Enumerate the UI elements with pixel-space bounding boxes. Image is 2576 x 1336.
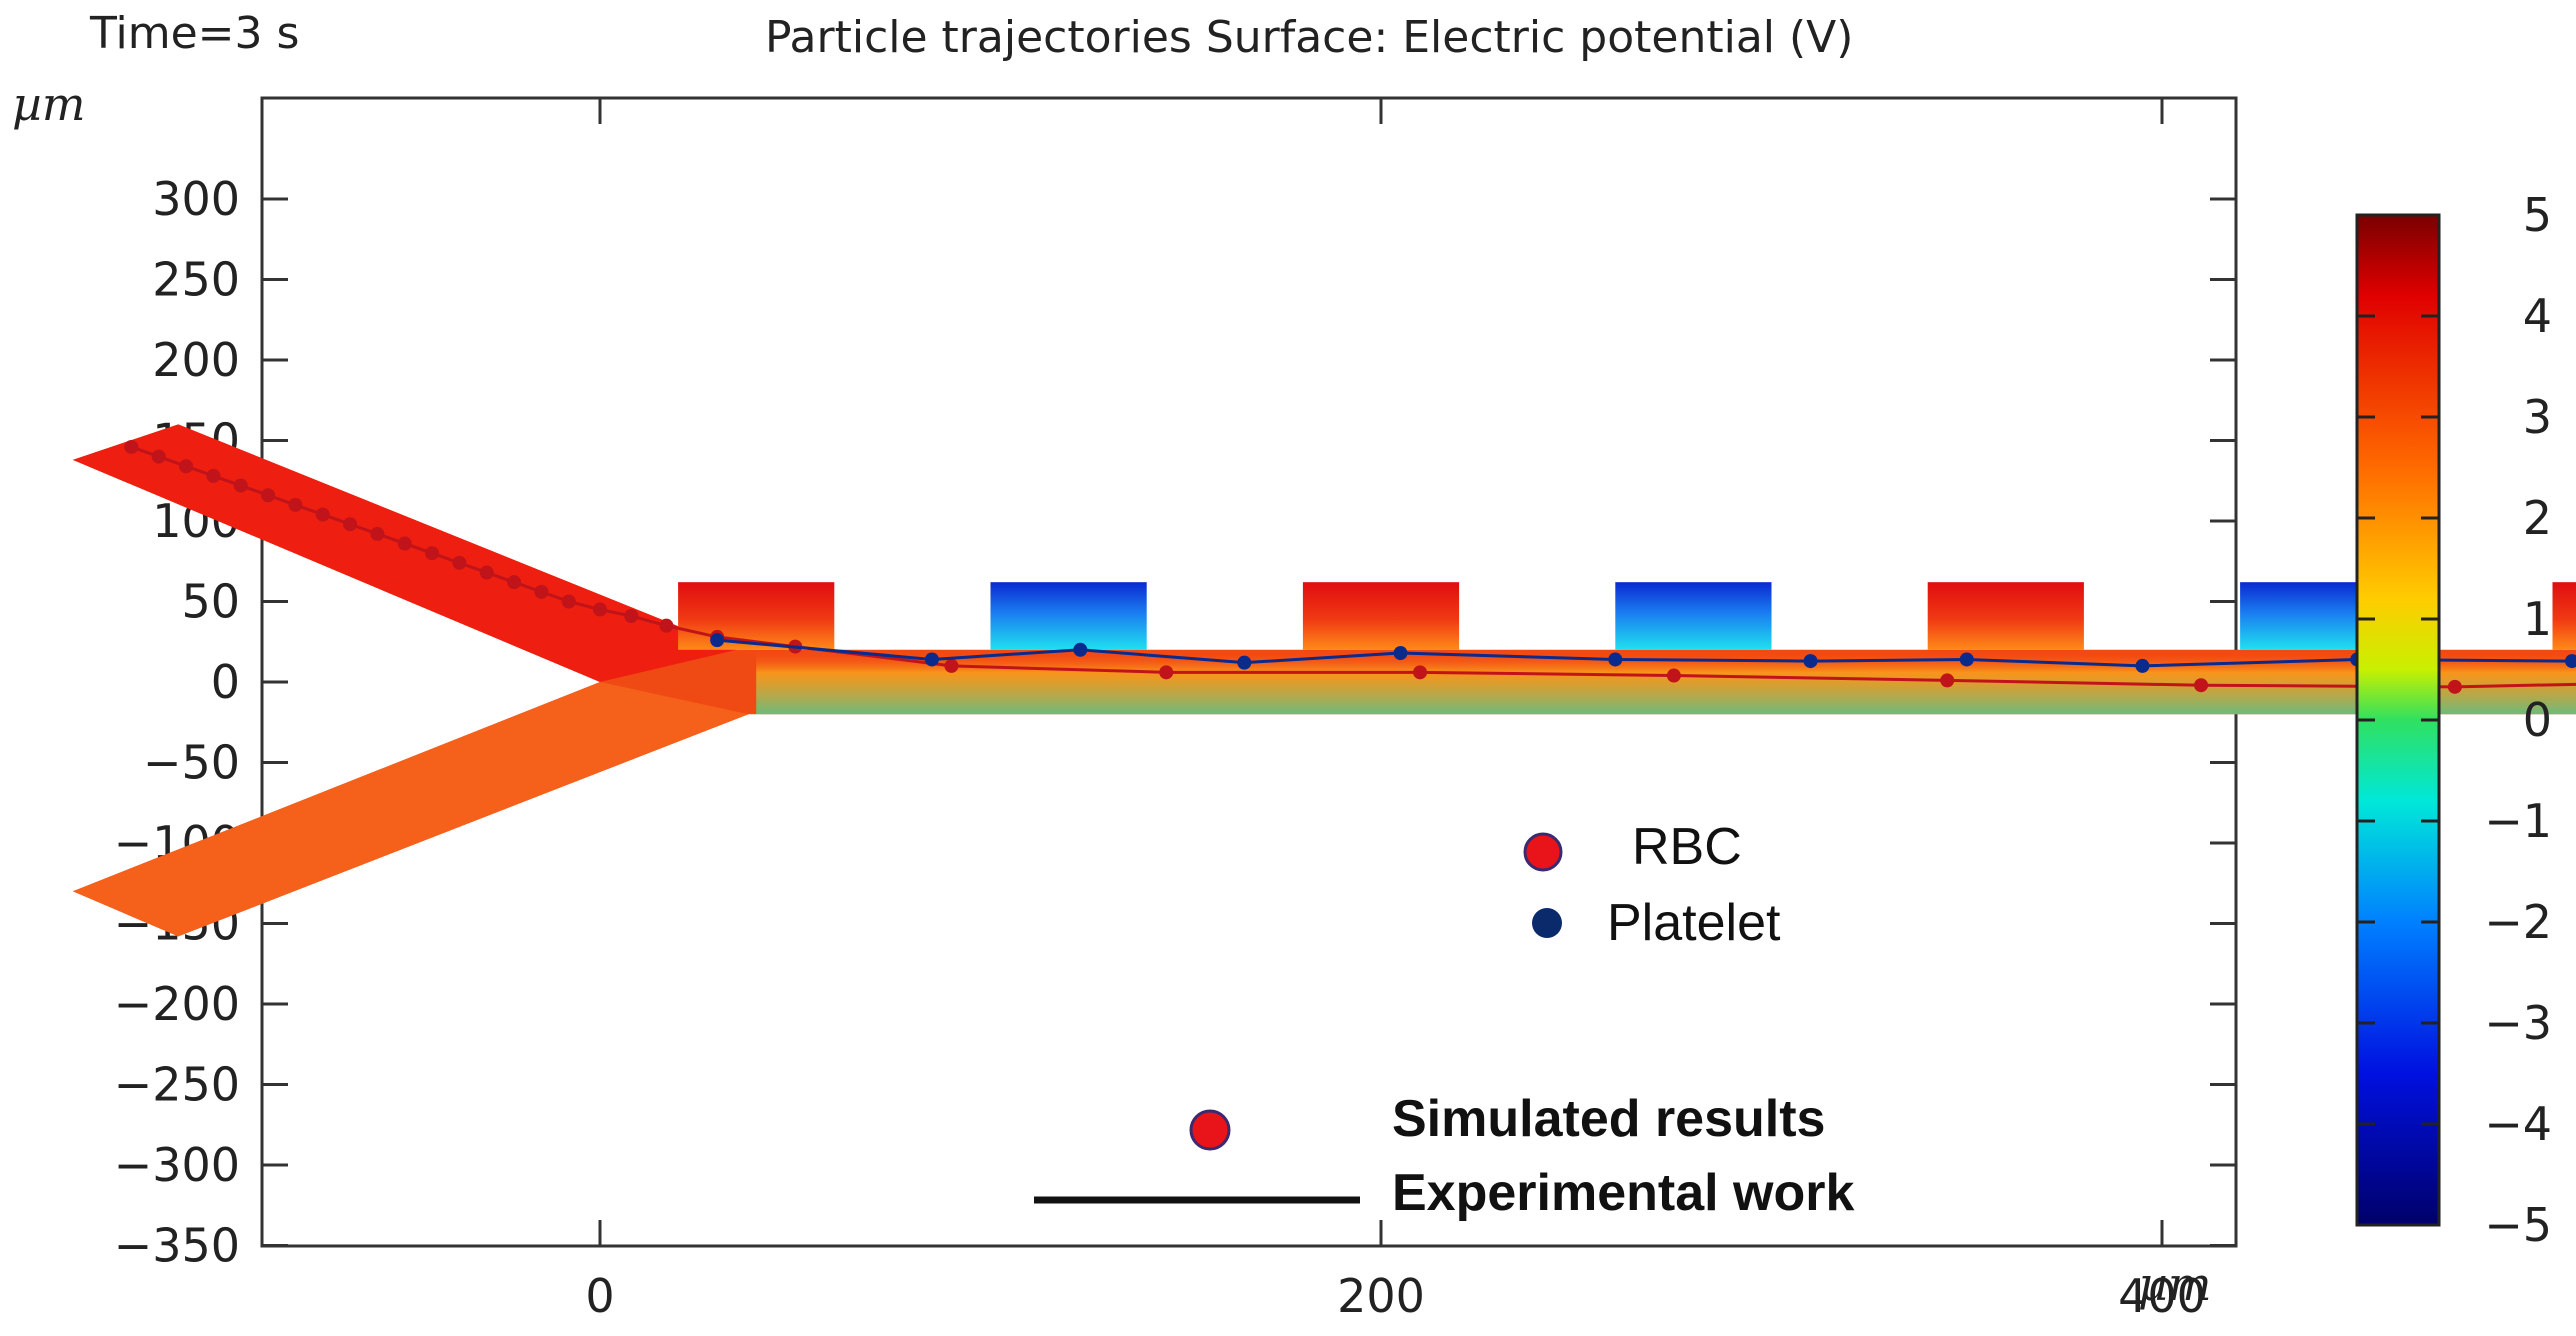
colorbar-tick-label: 5 bbox=[2523, 188, 2552, 242]
legend-platelet-marker bbox=[1532, 908, 1562, 938]
y-tick-label: −300 bbox=[114, 1138, 240, 1192]
rbc-point bbox=[659, 618, 674, 633]
electrode-2 bbox=[990, 582, 1147, 650]
legend-simulated-marker bbox=[1189, 1109, 1231, 1151]
rbc-point bbox=[479, 565, 494, 580]
rbc-point bbox=[624, 608, 639, 623]
y-tick-label: 50 bbox=[181, 575, 240, 629]
rbc-point bbox=[124, 439, 139, 454]
electrode-1 bbox=[678, 582, 835, 650]
x-axis-unit: µm bbox=[2138, 1257, 2212, 1311]
platelet-point bbox=[1073, 642, 1088, 657]
x-axis: 0200400600 bbox=[585, 98, 2206, 1323]
platelet-point bbox=[710, 633, 725, 648]
colorbar-tick-label: −4 bbox=[2484, 1097, 2552, 1151]
rbc-point bbox=[561, 594, 576, 609]
rbc-point bbox=[1940, 673, 1955, 688]
rbc-point bbox=[233, 478, 248, 493]
time-label: Time=3 s bbox=[89, 8, 299, 59]
legend-rbc-label: RBC bbox=[1632, 818, 1742, 876]
colorbar-ticks: 5 4 3 2 1 0 −1 −2 −3 −4 −5 bbox=[2357, 188, 2552, 1252]
legend-experimental-label: Experimental work bbox=[1392, 1164, 1854, 1222]
x-tick-label: 400 bbox=[2118, 1269, 2206, 1323]
colorbar-tick-label: 3 bbox=[2523, 390, 2552, 444]
rbc-point bbox=[2447, 679, 2462, 694]
colorbar-tick-label: −3 bbox=[2484, 996, 2552, 1050]
y-tick-label: −350 bbox=[114, 1219, 240, 1273]
rbc-point bbox=[534, 584, 549, 599]
trajectories bbox=[124, 439, 2576, 694]
rbc-point bbox=[288, 497, 303, 512]
legend-platelet-label: Platelet bbox=[1607, 894, 1781, 952]
y-tick-label: 300 bbox=[152, 172, 240, 226]
rbc-point bbox=[206, 468, 221, 483]
platelet-point bbox=[924, 652, 939, 667]
y-tick-label: 0 bbox=[211, 655, 240, 709]
colorbar-tick-label: 2 bbox=[2523, 491, 2552, 545]
electrode-5 bbox=[1927, 582, 2084, 650]
rbc-point bbox=[370, 526, 385, 541]
y-tick-label: 200 bbox=[152, 333, 240, 387]
lower-left-inlet bbox=[72, 682, 749, 937]
platelet-point bbox=[2565, 654, 2576, 669]
x-tick-label: 0 bbox=[585, 1269, 614, 1323]
legend: RBC Platelet Simulated results Experimen… bbox=[1034, 818, 1854, 1222]
rbc-point bbox=[452, 555, 467, 570]
rbc-point bbox=[507, 575, 522, 590]
rbc-point bbox=[944, 658, 959, 673]
rbc-point bbox=[151, 449, 166, 464]
y-axis-unit: µm bbox=[12, 77, 86, 131]
upper-left-inlet bbox=[72, 424, 737, 682]
electrode-4 bbox=[1615, 582, 1772, 650]
chart-title: Particle trajectories Surface: Electric … bbox=[765, 12, 1853, 63]
y-tick-label: −200 bbox=[114, 977, 240, 1031]
platelet-point bbox=[1959, 652, 1974, 667]
rbc-point bbox=[397, 536, 412, 551]
platelet-point bbox=[2135, 658, 2150, 673]
platelet-point bbox=[1237, 655, 1252, 670]
rbc-point bbox=[593, 602, 607, 617]
rbc-point bbox=[425, 546, 440, 561]
rbc-point bbox=[179, 459, 194, 474]
electrode-3 bbox=[1302, 582, 1460, 650]
colorbar-tick-label: 4 bbox=[2523, 289, 2552, 343]
electrode-group bbox=[678, 582, 2576, 650]
y-axis: 300250200150100500−50−100−150−200−250−30… bbox=[114, 172, 2236, 1273]
platelet-point bbox=[1393, 646, 1408, 661]
colorbar-tick-label: 0 bbox=[2523, 693, 2552, 747]
rbc-point bbox=[2194, 678, 2209, 693]
y-tick-label: −50 bbox=[143, 736, 240, 790]
rbc-point bbox=[261, 488, 276, 503]
colorbar-tick-label: 1 bbox=[2523, 592, 2552, 646]
colorbar-tick-label: −2 bbox=[2484, 895, 2552, 949]
rbc-point bbox=[1413, 665, 1428, 680]
colorbar-tick-label: −5 bbox=[2484, 1198, 2552, 1252]
legend-simulated-label: Simulated results bbox=[1392, 1090, 1825, 1148]
rbc-point bbox=[1159, 665, 1174, 680]
legend-rbc-marker bbox=[1523, 832, 1563, 872]
x-tick-label: 200 bbox=[1337, 1269, 1425, 1323]
rbc-point bbox=[343, 517, 358, 532]
rbc-point bbox=[315, 507, 330, 522]
platelet-point bbox=[1803, 654, 1818, 669]
y-tick-label: −250 bbox=[114, 1058, 240, 1112]
rbc-point bbox=[1666, 668, 1681, 683]
y-tick-label: 250 bbox=[152, 253, 240, 307]
colorbar-tick-label: −1 bbox=[2484, 794, 2552, 848]
electrode-7 bbox=[2552, 582, 2576, 650]
platelet-point bbox=[1608, 652, 1623, 667]
